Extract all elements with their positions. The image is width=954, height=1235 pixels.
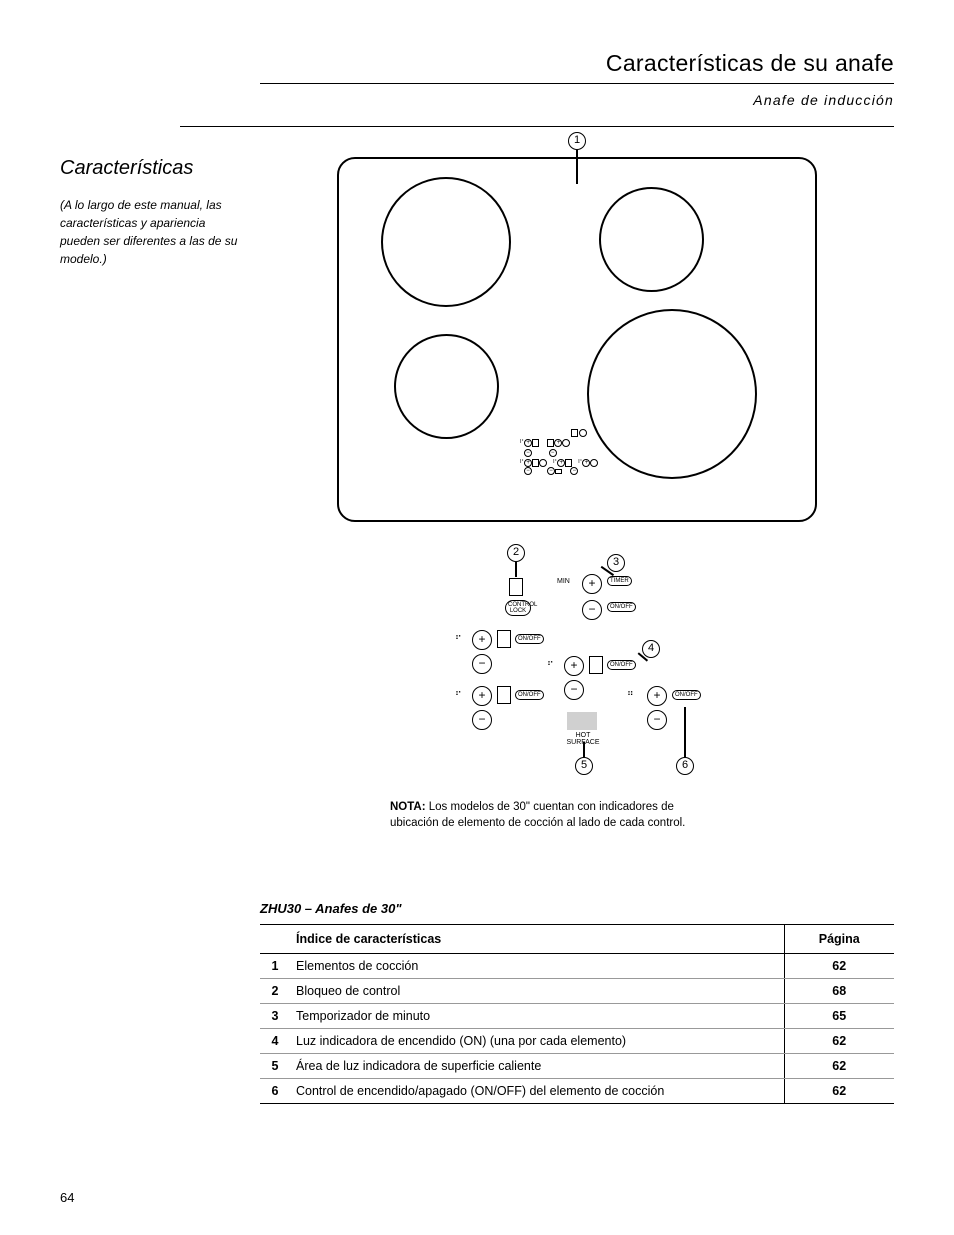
burner-top-left <box>381 177 511 307</box>
hot-surface-indicator <box>567 712 597 730</box>
note-label: NOTA: <box>390 801 426 813</box>
burner-bl-onoff: ON/OFF <box>515 690 544 700</box>
features-table: Índice de características Página 1Elemen… <box>260 924 894 1104</box>
note-block: NOTA: Los modelos de 30" cuentan con ind… <box>390 800 690 831</box>
table-row: 4Luz indicadora de encendido (ON) (una p… <box>260 1029 894 1054</box>
timer-plus: + <box>582 574 602 594</box>
cooktop-diagram: ⠋+ + − − ⠋+ ⠋+ ⠋ <box>337 157 817 522</box>
features-heading: Características <box>60 157 240 180</box>
table-row: 6Control de encendido/apagado (ON/OFF) d… <box>260 1079 894 1104</box>
callout-2: 2 <box>507 544 525 562</box>
sidebar: Características (A lo largo de este manu… <box>60 157 260 1104</box>
th-index: Índice de características <box>290 925 784 954</box>
callout-6: 6 <box>676 757 694 775</box>
model-heading: ZHU30 – Anafes de 30" <box>260 901 894 916</box>
burner-loc-bl: ⠋ <box>455 690 462 701</box>
burner-top-right <box>599 187 704 292</box>
burner-loc-r: ⠛ <box>627 690 634 701</box>
burner-tl-display <box>497 630 511 648</box>
control-panel-diagram: 2 CONTROL LOCK 3 MIN + TIMER − ON/OFF ⠋ … <box>447 552 707 782</box>
mini-controls: ⠋+ + − − ⠋+ ⠋+ ⠋ <box>519 429 639 475</box>
page-number: 64 <box>60 1190 74 1205</box>
th-page: Página <box>784 925 894 954</box>
th-blank <box>260 925 290 954</box>
lock-display <box>509 578 523 596</box>
table-row: 5Área de luz indicadora de superficie ca… <box>260 1054 894 1079</box>
note-text: Los modelos de 30" cuentan con indicador… <box>390 801 685 829</box>
burner-bl-display <box>497 686 511 704</box>
table-row: 3Temporizador de minuto65 <box>260 1004 894 1029</box>
burner-bl-minus: − <box>472 710 492 730</box>
callout-4: 4 <box>642 640 660 658</box>
table-row: 1Elementos de cocción62 <box>260 954 894 979</box>
header-divider <box>180 126 894 127</box>
burner-m-display <box>589 656 603 674</box>
burner-r-minus: − <box>647 710 667 730</box>
page-subtitle: Anafe de inducción <box>260 92 894 108</box>
burner-loc-m: ⠋ <box>547 660 554 671</box>
callout-2-line <box>515 562 517 577</box>
burner-m-plus: + <box>564 656 584 676</box>
page-title: Características de su anafe <box>260 50 894 84</box>
callout-1: 1 <box>568 132 586 150</box>
burner-tl-plus: + <box>472 630 492 650</box>
callout-5-line <box>583 742 585 757</box>
features-note: (A lo largo de este manual, las caracter… <box>60 196 240 268</box>
timer-label: TIMER <box>607 576 632 586</box>
timer-minus: − <box>582 600 602 620</box>
callout-6-line <box>684 707 686 757</box>
timer-onoff: ON/OFF <box>607 602 636 612</box>
table-row: 2Bloqueo de control68 <box>260 979 894 1004</box>
features-tbody: 1Elementos de cocción62 2Bloqueo de cont… <box>260 954 894 1104</box>
min-label: MIN <box>557 578 570 585</box>
burner-m-minus: − <box>564 680 584 700</box>
burner-tl-minus: − <box>472 654 492 674</box>
burner-bl-plus: + <box>472 686 492 706</box>
burner-r-plus: + <box>647 686 667 706</box>
callout-5: 5 <box>575 757 593 775</box>
burner-loc-tl: ⠋ <box>455 634 462 645</box>
burner-bottom-left <box>394 334 499 439</box>
burner-r-onoff: ON/OFF <box>672 690 701 700</box>
burner-tl-onoff: ON/OFF <box>515 634 544 644</box>
callout-3: 3 <box>607 554 625 572</box>
lock-button: CONTROL LOCK <box>505 600 531 616</box>
burner-m-onoff: ON/OFF <box>607 660 636 670</box>
